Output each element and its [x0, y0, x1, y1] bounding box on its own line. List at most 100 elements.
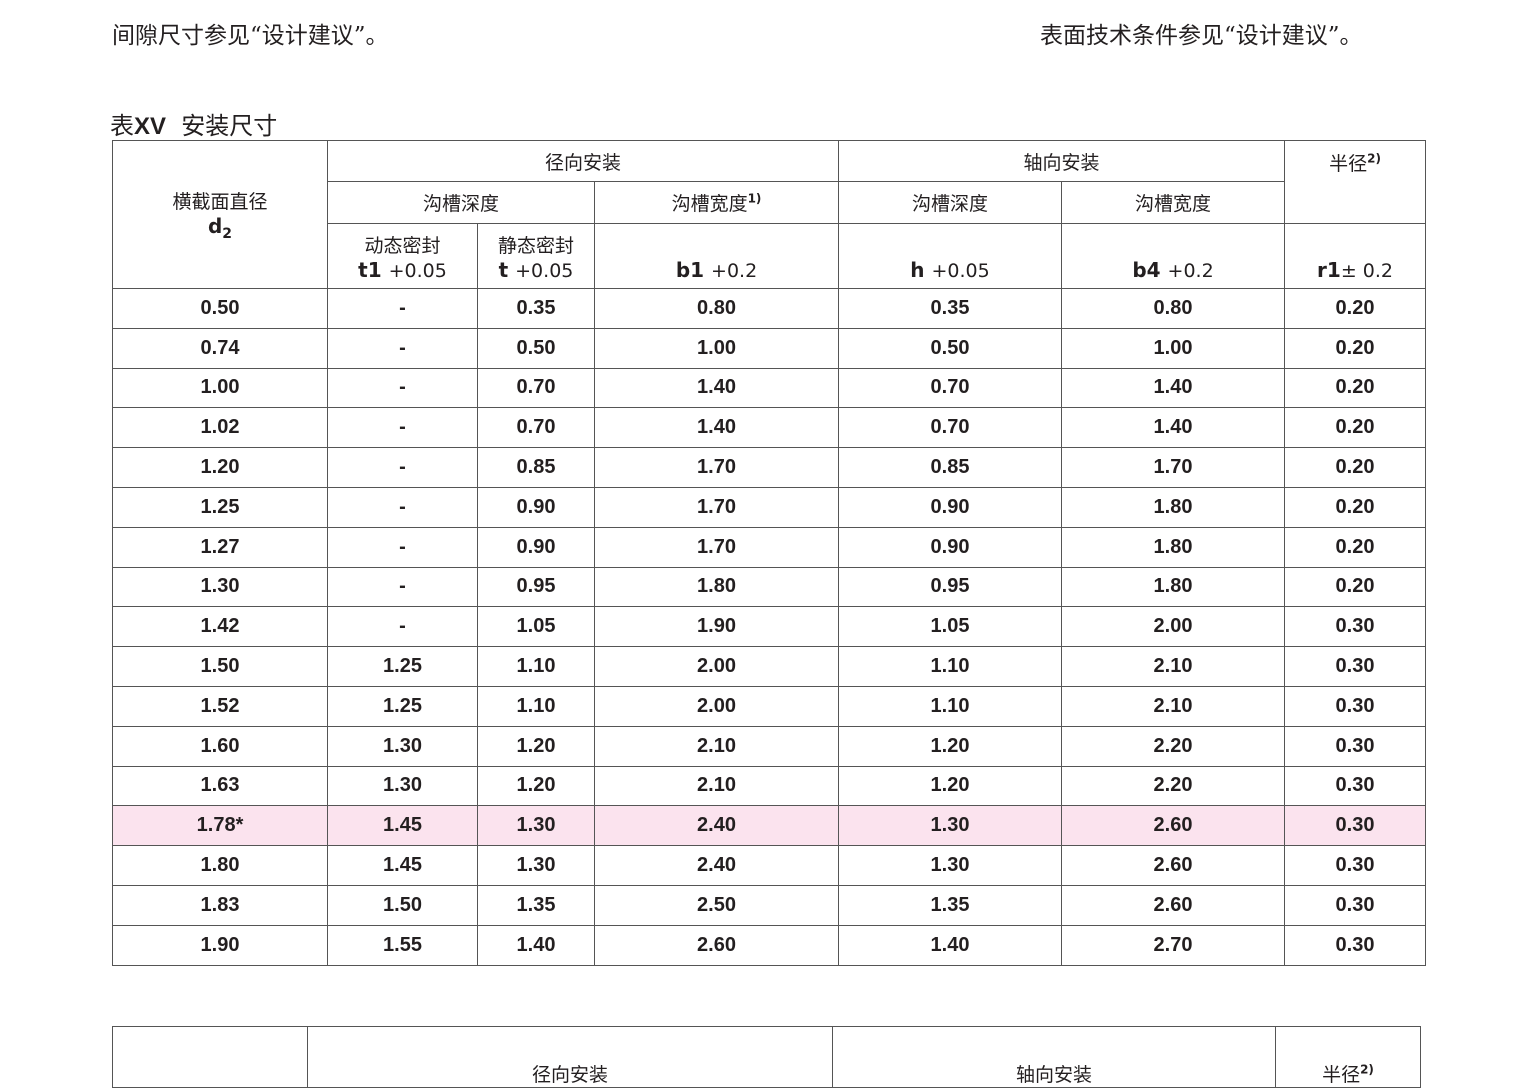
table-cell: 0.30 [1284, 845, 1427, 886]
table-cell: 0.95 [838, 566, 1062, 608]
second-header-axial: 轴向安装 [832, 1026, 1276, 1088]
surface-note: 表面技术条件参见“设计建议”。 [1040, 23, 1363, 49]
table-cell: 1.25 [327, 685, 478, 727]
table-cell: 1.70 [594, 486, 839, 528]
header-groove-depth: 沟槽深度 [327, 181, 595, 224]
table-cell: 1.45 [327, 805, 478, 847]
header-b4: b4 +0.2 [1060, 223, 1286, 289]
table-cell: 0.85 [477, 447, 595, 488]
table-cell: 0.70 [477, 407, 595, 449]
table-cell: 2.20 [1060, 725, 1286, 767]
table-cell: 1.42 [112, 606, 328, 648]
table-cell: 1.20 [838, 765, 1062, 807]
table-cell: 1.63 [112, 765, 328, 807]
table-cell: 2.00 [1060, 606, 1286, 648]
table-cell: 2.40 [594, 805, 839, 847]
header-cross-section: 横截面直径 d2 [112, 140, 328, 289]
table-cell: 0.85 [838, 447, 1062, 488]
table-cell: 1.25 [112, 486, 328, 528]
table-cell: 0.35 [477, 288, 595, 329]
table-cell: 1.25 [327, 646, 478, 687]
table-cell: 1.55 [327, 924, 478, 966]
second-header-radius: 半径2) [1275, 1026, 1421, 1088]
table-cell: 1.10 [477, 646, 595, 687]
table-row: 1.20-0.85 1.70 0.85 1.70 0.20 [112, 447, 1427, 488]
table-cell: 2.60 [1060, 845, 1286, 886]
table-cell: 1.80 [594, 566, 839, 608]
table-cell: 1.50 [327, 884, 478, 926]
table-cell: 1.10 [838, 685, 1062, 727]
table-cell: 0.30 [1284, 685, 1427, 727]
table-cell: 2.60 [1060, 884, 1286, 926]
table-cell: 2.60 [594, 924, 839, 966]
table-row: 1.52 1.25 1.10 2.00 1.10 2.10 0.30 [112, 685, 1427, 727]
table-cell: - [327, 566, 478, 608]
table-cell: 1.05 [838, 606, 1062, 648]
table-cell: 1.30 [327, 725, 478, 767]
table-cell: 1.20 [112, 447, 328, 488]
table-cell: 1.90 [594, 606, 839, 648]
table-cell: 2.00 [594, 646, 839, 687]
table-cell: 0.30 [1284, 805, 1427, 847]
table-cell: 2.10 [1060, 685, 1286, 727]
table-cell: 0.30 [1284, 765, 1427, 807]
table-row: 1.90 1.55 1.40 2.60 1.40 2.70 0.30 [112, 924, 1427, 966]
table-cell: 1.40 [1060, 407, 1286, 449]
table-cell: - [327, 327, 478, 369]
table-cell: 1.05 [477, 606, 595, 648]
table-cell: 1.40 [838, 924, 1062, 966]
table-cell: 0.50 [112, 288, 328, 329]
table-cell: 0.70 [838, 407, 1062, 449]
table-row: 1.25-0.90 1.70 0.90 1.80 0.20 [112, 486, 1427, 528]
caption-prefix: 表 [110, 112, 134, 140]
table-cell: 1.80 [1060, 526, 1286, 568]
table-cell: 2.60 [1060, 805, 1286, 847]
header-r1: r1± 0.2 [1284, 223, 1427, 289]
table-cell: 1.00 [112, 367, 328, 409]
table-cell: 0.50 [477, 327, 595, 369]
table-cell: 1.40 [1060, 367, 1286, 409]
table-cell: 1.35 [477, 884, 595, 926]
table-cell: 0.80 [1060, 288, 1286, 329]
header-axial-depth: 沟槽深度 [838, 181, 1062, 224]
table-cell: 0.20 [1284, 566, 1427, 608]
table-cell: 0.90 [477, 526, 595, 568]
table-cell: 1.30 [112, 566, 328, 608]
header-radius: 半径2) [1284, 140, 1427, 224]
table-cell: - [327, 288, 478, 329]
table-cell: 1.30 [327, 765, 478, 807]
caption-title: 安装尺寸 [181, 112, 278, 140]
table-cell: 1.27 [112, 526, 328, 568]
table-cell: - [327, 367, 478, 409]
table-row: 1.30-0.95 1.80 0.95 1.80 0.20 [112, 566, 1427, 608]
table-cell: 0.80 [594, 288, 839, 329]
table-cell: 1.80 [1060, 566, 1286, 608]
table-cell: 1.78* [112, 805, 328, 847]
table-cell: 0.20 [1284, 327, 1427, 369]
table-row: 1.02-0.70 1.40 0.70 1.40 0.20 [112, 407, 1427, 449]
table-cell: 1.30 [477, 805, 595, 847]
table-cell: 1.45 [327, 845, 478, 886]
table-cell: 1.70 [594, 447, 839, 488]
table-cell: 1.00 [1060, 327, 1286, 369]
table-cell: 0.20 [1284, 526, 1427, 568]
table-cell: - [327, 447, 478, 488]
table-cell: - [327, 486, 478, 528]
table-cell: 0.90 [477, 486, 595, 528]
table-caption: 表XV 安装尺寸 [110, 106, 277, 141]
table-cell: 1.90 [112, 924, 328, 966]
table-cell: 1.02 [112, 407, 328, 449]
table-cell: 1.83 [112, 884, 328, 926]
table-cell: 1.80 [112, 845, 328, 886]
table-cell: 1.35 [838, 884, 1062, 926]
table-cell: - [327, 407, 478, 449]
header-groove-width: 沟槽宽度1) [594, 181, 839, 224]
header-b1: b1 +0.2 [594, 223, 839, 289]
table-cell: 0.20 [1284, 288, 1427, 329]
table-cell: 0.30 [1284, 646, 1427, 687]
table-row: 1.00-0.70 1.40 0.70 1.40 0.20 [112, 367, 1427, 409]
table-row: 1.50 1.25 1.10 2.00 1.10 2.10 0.30 [112, 646, 1427, 687]
clearance-note: 间隙尺寸参见“设计建议”。 [112, 23, 389, 49]
table-row: 0.74-0.50 1.00 0.50 1.00 0.20 [112, 327, 1427, 369]
table-cell: 1.52 [112, 685, 328, 727]
